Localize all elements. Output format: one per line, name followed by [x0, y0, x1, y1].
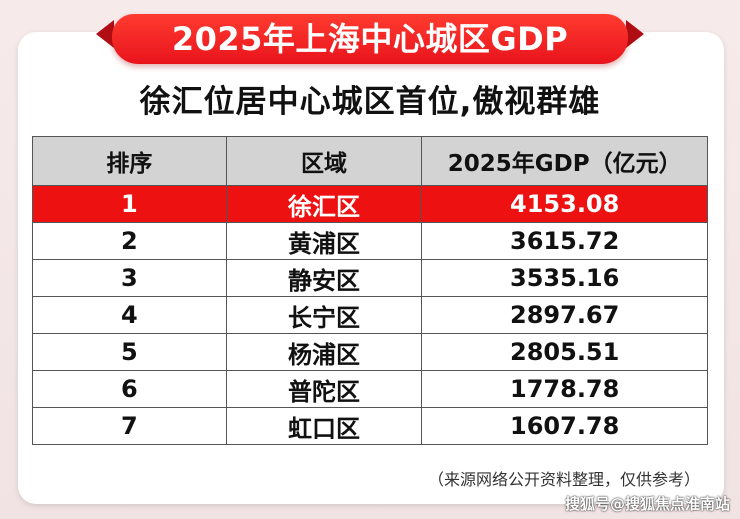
cell-district: 普陀区 [225, 370, 423, 408]
cell-district: 长宁区 [225, 296, 423, 334]
cell-gdp: 4153.08 [421, 185, 708, 223]
title-banner [112, 14, 628, 64]
cell-gdp: 3535.16 [421, 259, 708, 297]
header-rank: 排序 [32, 136, 227, 186]
cell-gdp: 2805.51 [421, 333, 708, 371]
cell-rank: 4 [32, 296, 227, 334]
cell-gdp: 1778.78 [421, 370, 708, 408]
cell-district: 徐汇区 [225, 185, 423, 223]
cell-rank: 6 [32, 370, 227, 408]
cell-gdp: 2897.67 [421, 296, 708, 334]
cell-gdp: 1607.78 [421, 407, 708, 445]
gdp-table: 排序 区域 2025年GDP（亿元） 1 徐汇区 4153.08 2 黄浦区 3615.7… [32, 136, 708, 445]
cell-rank: 1 [32, 185, 227, 223]
cell-rank: 3 [32, 259, 227, 297]
table-body: 1 徐汇区 4153.08 2 黄浦区 3615.72 3 静安区 3535.16 4 长宁区 289… [32, 185, 708, 445]
table-row: 1 徐汇区 4153.08 [32, 185, 708, 223]
banner-ribbon-right [626, 20, 644, 48]
table-row: 5 杨浦区 2805.51 [32, 333, 708, 371]
cell-rank: 2 [32, 222, 227, 260]
chart-title: 2025年上海中心城区GDP [171, 20, 569, 58]
header-gdp: 2025年GDP（亿元） [421, 136, 708, 186]
cell-rank: 7 [32, 407, 227, 445]
table-row: 2 黄浦区 3615.72 [32, 222, 708, 260]
cell-gdp: 3615.72 [421, 222, 708, 260]
cell-district: 杨浦区 [225, 333, 423, 371]
source-note: （来源网络公开资料整理，仅供参考） [428, 470, 701, 489]
banner-ribbon-left [96, 20, 114, 48]
cell-district: 虹口区 [225, 407, 423, 445]
watermark: 搜狐号@搜狐焦点淮南站 [564, 495, 730, 513]
chart-subtitle: 徐汇位居中心城区首位,傲视群雄 [139, 84, 601, 120]
table-row: 7 虹口区 1607.78 [32, 407, 708, 445]
cell-district: 静安区 [225, 259, 423, 297]
table-row: 4 长宁区 2897.67 [32, 296, 708, 334]
table-row: 6 普陀区 1778.78 [32, 370, 708, 408]
cell-rank: 5 [32, 333, 227, 371]
cell-district: 黄浦区 [225, 222, 423, 260]
table-header-row: 排序 区域 2025年GDP（亿元） [32, 136, 708, 186]
table-row: 3 静安区 3535.16 [32, 259, 708, 297]
header-district: 区域 [225, 136, 423, 186]
